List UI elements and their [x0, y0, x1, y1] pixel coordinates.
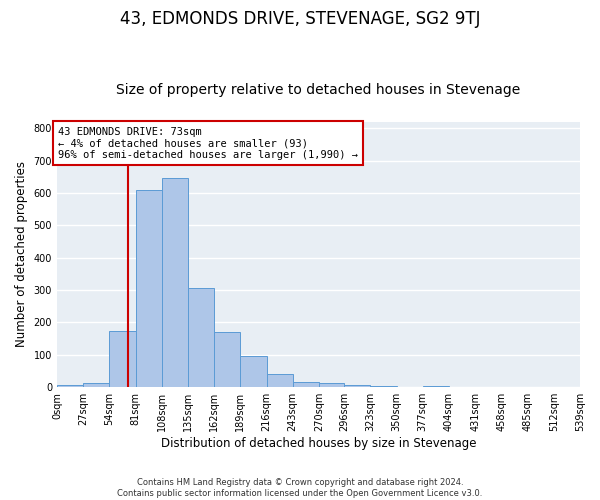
- Bar: [136, 190, 162, 387]
- Title: Size of property relative to detached houses in Stevenage: Size of property relative to detached ho…: [116, 83, 521, 97]
- Bar: [423, 386, 449, 387]
- Bar: [370, 386, 397, 387]
- Y-axis label: Number of detached properties: Number of detached properties: [15, 162, 28, 348]
- Bar: [57, 385, 83, 387]
- Text: Contains HM Land Registry data © Crown copyright and database right 2024.
Contai: Contains HM Land Registry data © Crown c…: [118, 478, 482, 498]
- Bar: [109, 330, 136, 387]
- X-axis label: Distribution of detached houses by size in Stevenage: Distribution of detached houses by size …: [161, 437, 476, 450]
- Bar: [241, 356, 266, 387]
- Bar: [83, 382, 109, 387]
- Text: 43 EDMONDS DRIVE: 73sqm
← 4% of detached houses are smaller (93)
96% of semi-det: 43 EDMONDS DRIVE: 73sqm ← 4% of detached…: [58, 126, 358, 160]
- Bar: [188, 288, 214, 387]
- Bar: [266, 374, 293, 387]
- Bar: [293, 382, 319, 387]
- Bar: [162, 178, 188, 387]
- Text: 43, EDMONDS DRIVE, STEVENAGE, SG2 9TJ: 43, EDMONDS DRIVE, STEVENAGE, SG2 9TJ: [120, 10, 480, 28]
- Bar: [344, 385, 370, 387]
- Bar: [214, 332, 241, 387]
- Bar: [319, 384, 344, 387]
